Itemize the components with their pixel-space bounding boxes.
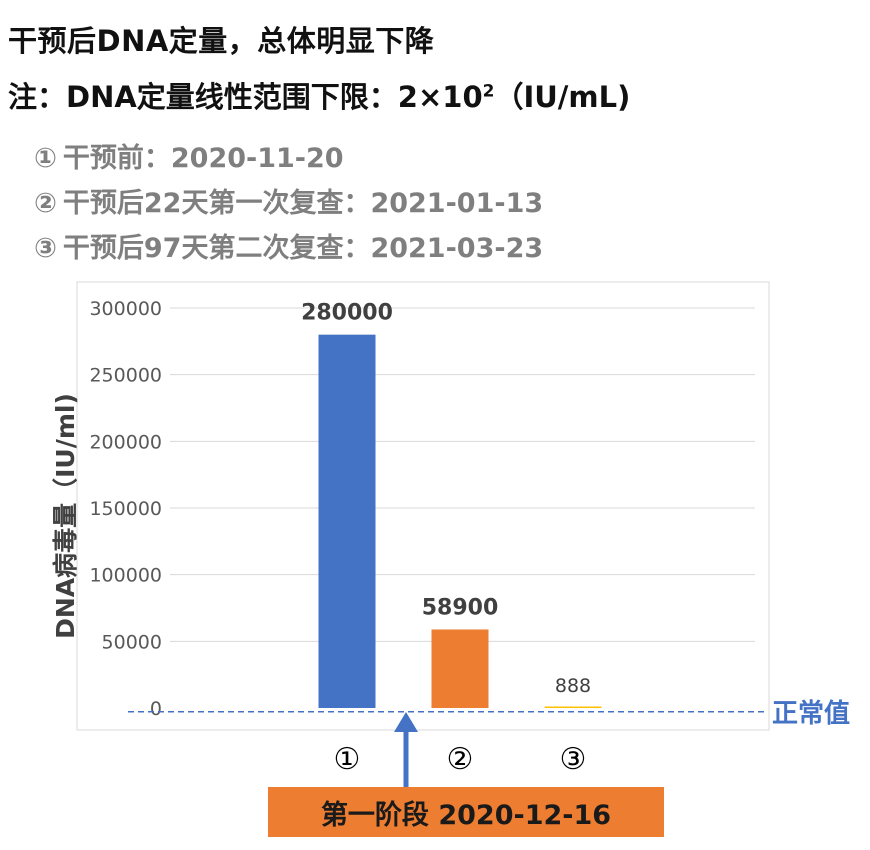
timeline-item-3: ③ 干预后97天第二次复查：2021-03-23 — [34, 226, 543, 271]
y-tick-label: 150000 — [89, 498, 162, 520]
page-title: 干预后DNA定量，总体明显下降 — [8, 24, 435, 58]
y-tick-label: 250000 — [89, 365, 162, 387]
normal-value-label: 正常值 — [772, 699, 851, 729]
timeline-text-3: 干预后97天第二次复查：2021-03-23 — [62, 233, 544, 264]
bar — [318, 334, 376, 708]
bar — [544, 706, 602, 708]
y-tick-label: 50000 — [102, 631, 162, 653]
y-axis-label: DNA病毒量（IU/ml) — [51, 393, 80, 639]
timeline-num-3: ③ — [34, 233, 57, 264]
timeline-item-2: ② 干预后22天第一次复查：2021-01-13 — [34, 181, 543, 226]
stage-annotation-label: 第一阶段 2020-12-16 — [320, 799, 612, 831]
y-tick-label: 100000 — [89, 565, 162, 587]
y-tick-label: 300000 — [89, 298, 162, 320]
stage-annotation: 第一阶段 2020-12-16 — [268, 787, 664, 837]
bar — [431, 629, 489, 708]
y-tick-labels: 0 50000 100000 150000 200000 250000 300000 — [89, 298, 162, 720]
bar-value-labels: 280000 58900 888 — [301, 301, 591, 697]
timeline-num-1: ① — [34, 143, 57, 174]
stage-arrow — [394, 712, 418, 787]
category-label: ② — [446, 742, 474, 777]
range-note-unit: （IU/mL) — [494, 80, 631, 114]
bar-value-label: 58900 — [422, 595, 499, 620]
plot-area-border — [76, 281, 770, 731]
bars — [318, 334, 602, 708]
y-tick-label: 0 — [150, 698, 162, 720]
bar-value-label: 280000 — [301, 301, 393, 326]
arrow-head — [394, 712, 418, 732]
range-note-exponent: 2 — [482, 81, 495, 102]
y-tick-label: 200000 — [89, 431, 162, 453]
timeline-text-2: 干预后22天第一次复查：2021-01-13 — [62, 188, 544, 219]
timeline-list: ① 干预前：2020-11-20 ② 干预后22天第一次复查：2021-01-13 … — [34, 136, 543, 271]
category-label: ③ — [559, 742, 587, 777]
category-label: ① — [333, 742, 361, 777]
bar-value-label: 888 — [555, 675, 591, 697]
range-note: 注：DNA定量线性范围下限：2×102（IU/mL) — [8, 74, 630, 116]
timeline-num-2: ② — [34, 188, 57, 219]
range-note-text: 注：DNA定量线性范围下限：2×10 — [8, 80, 483, 114]
grid-lines — [170, 307, 755, 642]
timeline-text-1: 干预前：2020-11-20 — [62, 143, 344, 174]
timeline-item-1: ① 干预前：2020-11-20 — [34, 136, 543, 181]
